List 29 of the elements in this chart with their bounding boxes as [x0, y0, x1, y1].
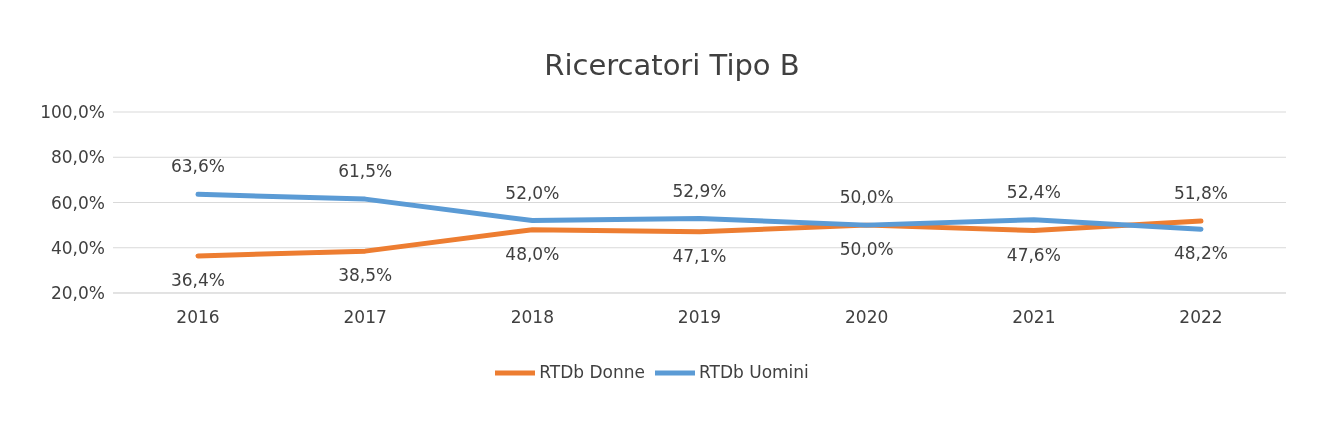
data-label: 63,6% [170, 156, 226, 177]
x-tick-label: 2017 [343, 307, 387, 328]
data-label: 52,9% [672, 180, 727, 201]
data-label: 48,2% [1173, 243, 1229, 264]
x-tick-label: 2018 [510, 307, 554, 328]
chart-title: Ricercatori Tipo B [543, 47, 801, 84]
data-label: 51,8% [1173, 183, 1229, 204]
y-tick-label: 60,0% [50, 192, 105, 213]
y-tick-label: 100,0% [40, 102, 105, 123]
data-label: 50,0% [839, 239, 894, 260]
data-label: 48,0% [505, 243, 560, 264]
data-label: 50,0% [839, 187, 894, 208]
data-label: 36,4% [170, 269, 226, 290]
y-tick-label: 80,0% [50, 147, 105, 168]
y-tick-label: 40,0% [50, 237, 105, 258]
data-label: 52,0% [505, 182, 560, 203]
data-label: 47,6% [1006, 244, 1061, 265]
x-tick-label: 2020 [845, 307, 889, 328]
legend-label: RTDb Donne [539, 362, 645, 382]
x-tick-label: 2021 [1012, 307, 1056, 328]
x-tick-label: 2016 [176, 307, 220, 328]
data-label: 52,4% [1006, 181, 1061, 202]
legend-label: RTDb Uomini [698, 362, 809, 382]
y-tick-label: 20,0% [50, 283, 105, 304]
data-label: 38,5% [338, 265, 393, 286]
x-tick-label: 2022 [1179, 307, 1223, 328]
x-tick-label: 2019 [677, 307, 722, 328]
data-label: 61,5% [338, 161, 393, 182]
data-label: 47,1% [672, 245, 727, 266]
